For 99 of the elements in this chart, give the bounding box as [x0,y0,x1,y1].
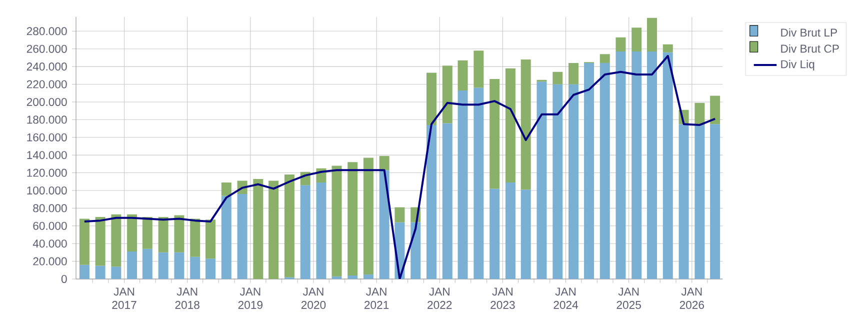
y-tick-label: 260.000 [26,44,67,53]
bar [568,63,579,84]
bar [474,88,484,279]
bar [505,182,516,279]
bar [79,264,90,279]
bar [520,190,531,279]
bar [662,52,673,279]
bar [490,78,500,189]
y-tick-label: 0 [61,274,67,283]
bar [332,166,342,276]
y-tick-label: 20.000 [33,257,67,266]
bar [474,50,484,88]
bar [505,68,516,183]
bar [552,84,563,279]
bar [458,60,468,90]
bar [646,18,657,52]
legend-label: Div Brut LP [781,28,837,37]
bar [158,217,168,252]
bar [237,194,248,279]
x-tick-label: JAN 2025 [616,288,641,309]
y-tick-label: 120.000 [27,168,67,177]
bar [442,123,452,279]
bar [490,188,500,279]
bar [95,217,106,266]
bar [284,174,294,278]
bar [190,218,200,257]
bar [111,214,122,267]
bar [221,182,232,196]
x-tick-label: JAN 2024 [554,288,578,309]
y-tick-label: 40.000 [32,240,67,248]
bar [710,124,720,279]
bar [142,248,152,279]
x-tick-label: JAN 2020 [301,288,326,309]
bar [694,102,705,125]
bar [348,275,358,279]
bar [158,252,168,279]
bar [363,158,374,275]
bar [95,266,106,279]
bar [174,252,184,279]
bar [394,207,405,222]
bar [221,196,232,279]
legend-label: Div Brut CP [781,44,839,53]
bar [710,96,720,124]
bar [678,124,689,279]
bar [632,28,642,52]
bar [363,274,374,279]
y-tick-label: 80.000 [33,204,67,212]
bar [79,218,90,265]
x-tick-label: JAN 2019 [238,288,262,309]
bar [332,276,342,279]
bar [600,54,610,64]
y-tick-label: 140.000 [27,151,67,160]
bar [662,44,673,52]
bar [190,256,200,279]
bar [142,217,152,249]
bar [442,66,452,124]
bar [348,162,358,276]
bar [426,72,436,125]
bar [616,37,626,52]
bar [205,258,216,279]
y-tick-label: 60.000 [33,222,67,230]
y-tick-label: 100.000 [27,186,67,194]
bar [632,52,642,279]
bar [600,63,610,279]
bar [536,82,547,279]
bar [253,178,264,279]
bar [616,52,626,279]
bar [379,170,390,279]
x-tick-label: JAN 2021 [364,288,389,309]
y-tick-label: 180.000 [27,116,67,124]
bar [520,59,531,190]
bar [127,252,138,279]
bar [410,222,421,279]
bar [205,220,216,259]
bar [646,52,657,279]
bar [111,266,122,279]
x-tick-label: JAN 2023 [490,288,515,309]
y-tick-label: 160.000 [27,133,67,142]
bar [568,84,579,279]
bar [694,124,705,279]
y-tick-label: 200.000 [26,98,67,106]
bar [316,182,326,279]
bar [300,185,310,279]
y-tick-label: 240.000 [26,62,67,71]
x-tick-label: JAN 2018 [175,288,200,309]
x-tick-label: JAN 2017 [112,288,136,309]
bar [127,214,138,252]
bar [584,63,594,279]
x-tick-label: JAN 2026 [680,288,704,309]
bar [426,124,436,279]
bar [174,215,184,252]
x-tick-label: JAN 2022 [428,288,452,309]
bar [268,180,279,279]
bar [379,156,390,170]
bar [458,90,468,279]
legend-label: Div Liq [781,60,814,70]
y-tick-label: 220.000 [26,80,67,88]
y-tick-label: 280.000 [26,27,67,36]
bar [552,72,563,84]
